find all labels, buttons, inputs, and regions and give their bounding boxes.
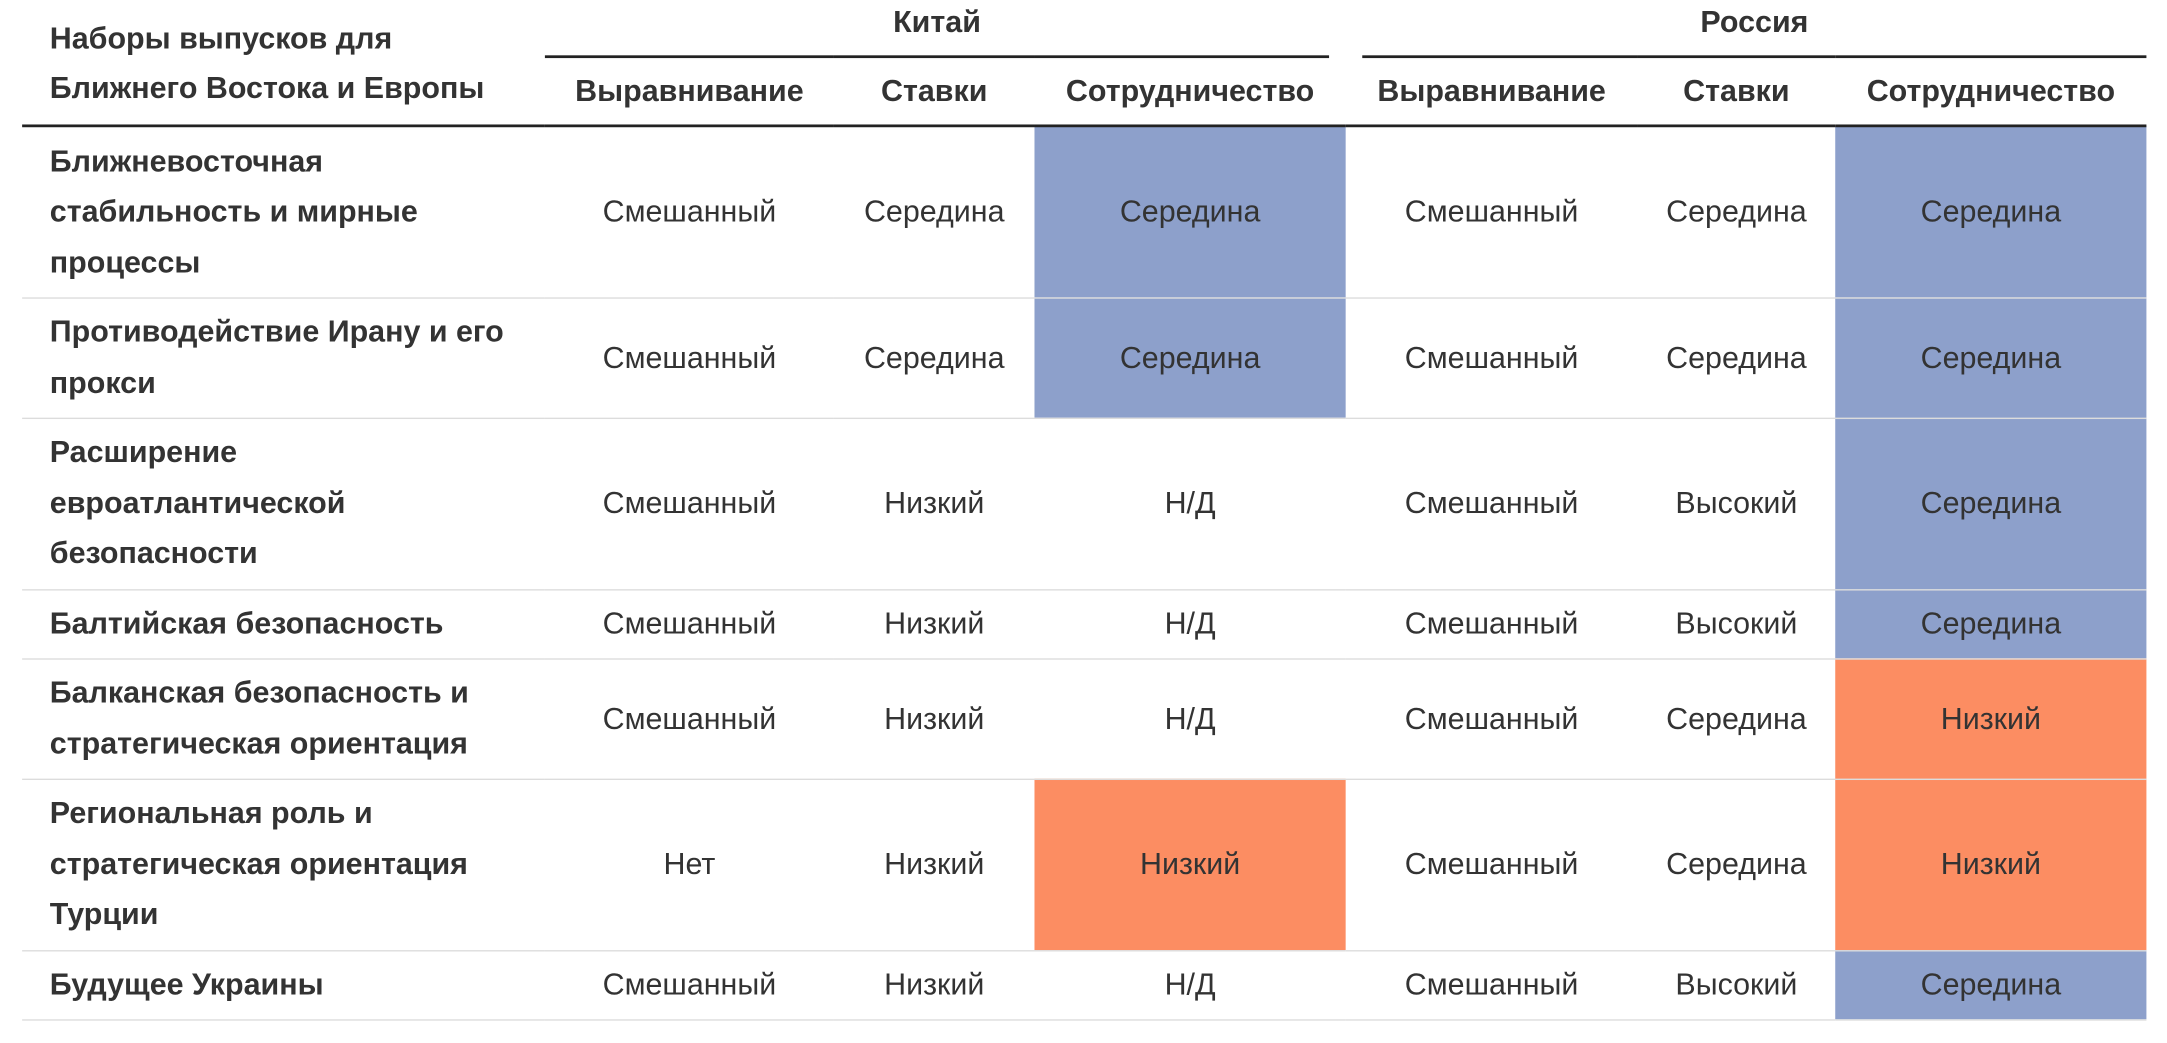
row-header: Расширение евроатлантической безопасност… [22, 417, 545, 590]
table-cell: Смешанный [544, 950, 834, 1020]
table-cell: Смешанный [1345, 778, 1638, 951]
group-header-china: Китай [544, 0, 1346, 59]
table-cell: Низкий [1835, 778, 2147, 951]
subheader-alignment-china: Выравнивание [544, 56, 834, 128]
table-cell: Середина [1637, 125, 1836, 299]
subheader-stakes-russia: Ставки [1637, 56, 1836, 128]
row-header: Ближневосточная стабильность и мирные пр… [22, 125, 545, 299]
table-row: Ближневосточная стабильность и мирные пр… [22, 125, 2147, 299]
table-row: Будущее Украины Смешанный Низкий Н/Д Сме… [22, 950, 2147, 1020]
group-header-row: Наборы выпусков для Ближнего Востока и Е… [22, 0, 2147, 128]
subheader-stakes-china: Ставки [833, 56, 1035, 128]
group-header-russia: Россия [1345, 0, 2147, 59]
subheader-cooperation-china: Сотрудничество [1034, 56, 1346, 128]
table-cell: Смешанный [1345, 297, 1638, 419]
subheader-alignment-russia: Выравнивание [1345, 56, 1638, 128]
table-cell: Середина [833, 297, 1035, 419]
table-cell: Н/Д [1034, 589, 1346, 659]
subheader-row: Выравнивание Ставки Сотрудничество Вырав… [22, 56, 2147, 128]
table-cell: Середина [1034, 125, 1346, 299]
table-cell: Низкий [833, 589, 1035, 659]
table-cell: Н/Д [1034, 417, 1346, 590]
table-cell: Низкий [833, 950, 1035, 1020]
table-cell: Низкий [1835, 658, 2147, 780]
table-cell: Смешанный [544, 658, 834, 780]
table-cell: Низкий [833, 658, 1035, 780]
table-cell: Середина [1835, 297, 2147, 419]
row-header: Региональная роль и стратегическая ориен… [22, 778, 545, 951]
table-cell: Низкий [1034, 778, 1346, 951]
table-cell: Середина [1637, 778, 1836, 951]
table-body: Ближневосточная стабильность и мирные пр… [22, 125, 2147, 1020]
table-cell: Высокий [1637, 589, 1836, 659]
table-row: Противодействие Ирану и его прокси Смеша… [22, 297, 2147, 419]
table-cell: Смешанный [544, 125, 834, 299]
table-cell: Смешанный [1345, 589, 1638, 659]
table-row: Балтийская безопасность Смешанный Низкий… [22, 589, 2147, 659]
table-row: Расширение евроатлантической безопасност… [22, 417, 2147, 590]
table-cell: Нет [544, 778, 834, 951]
table-cell: Смешанный [1345, 417, 1638, 590]
table-cell: Низкий [833, 417, 1035, 590]
row-header: Балтийская безопасность [22, 589, 545, 659]
comparison-table: Наборы выпусков для Ближнего Востока и Е… [22, 0, 2147, 1020]
table-cell: Низкий [833, 778, 1035, 951]
table-cell: Высокий [1637, 950, 1836, 1020]
table-cell: Середина [1835, 589, 2147, 659]
table-cell: Середина [1034, 297, 1346, 419]
table-cell: Середина [1835, 950, 2147, 1020]
table-cell: Н/Д [1034, 950, 1346, 1020]
table-cell: Середина [1637, 658, 1836, 780]
table-cell: Середина [1637, 297, 1836, 419]
table-cell: Смешанный [1345, 658, 1638, 780]
table-row: Региональная роль и стратегическая ориен… [22, 778, 2147, 951]
subheader-cooperation-russia: Сотрудничество [1835, 56, 2147, 128]
table-cell: Смешанный [544, 417, 834, 590]
row-header: Будущее Украины [22, 950, 545, 1020]
row-header: Противодействие Ирану и его прокси [22, 297, 545, 419]
table-cell: Смешанный [1345, 125, 1638, 299]
table-cell: Высокий [1637, 417, 1836, 590]
table-cell: Смешанный [544, 297, 834, 419]
table-cell: Середина [1835, 417, 2147, 590]
table-cell: Середина [833, 125, 1035, 299]
row-header: Балканская безопасность и стратегическая… [22, 658, 545, 780]
table-cell: Смешанный [1345, 950, 1638, 1020]
table-cell: Смешанный [544, 589, 834, 659]
table-cell: Н/Д [1034, 658, 1346, 780]
table-cell: Середина [1835, 125, 2147, 299]
table-row: Балканская безопасность и стратегическая… [22, 658, 2147, 780]
corner-header: Наборы выпусков для Ближнего Востока и Е… [22, 0, 545, 128]
